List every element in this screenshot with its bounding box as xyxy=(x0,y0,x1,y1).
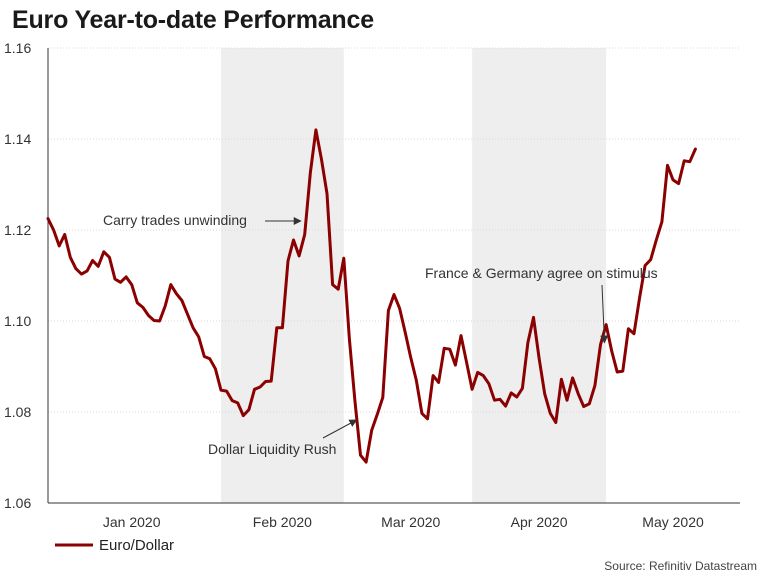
annotation-arrow xyxy=(600,284,609,344)
y-tick-label: 1.08 xyxy=(4,404,31,420)
legend: Euro/Dollar xyxy=(55,537,174,554)
y-tick-label: 1.10 xyxy=(4,313,31,329)
annotation-dollar-liquidity: Dollar Liquidity Rush xyxy=(208,441,336,457)
x-tick-label: Feb 2020 xyxy=(253,514,312,530)
annotation-arrow xyxy=(322,419,358,439)
annotations-layer: Carry trades unwinding Dollar Liquidity R… xyxy=(103,212,658,457)
y-tick-label: 1.06 xyxy=(4,495,31,511)
chart-title: Euro Year-to-date Performance xyxy=(12,6,374,34)
x-tick-label: Apr 2020 xyxy=(511,514,568,530)
annotation-carry-trades: Carry trades unwinding xyxy=(103,212,247,228)
y-tick-label: 1.12 xyxy=(4,222,31,238)
x-tick-label: May 2020 xyxy=(642,514,704,530)
x-tick-label: Mar 2020 xyxy=(381,514,440,530)
shaded-months xyxy=(221,48,607,503)
source-note: Source: Refinitiv Datastream xyxy=(604,559,757,573)
axes xyxy=(47,48,740,504)
shaded-band-0 xyxy=(221,48,344,503)
series-layer xyxy=(46,128,697,464)
x-tick-labels: Jan 2020 Feb 2020 Mar 2020 Apr 2020 May 2020 xyxy=(103,514,704,530)
shaded-band-1 xyxy=(472,48,607,503)
y-tick-label: 1.14 xyxy=(4,131,31,147)
legend-label: Euro/Dollar xyxy=(99,537,174,554)
y-tick-labels: 1.06 1.08 1.10 1.12 1.14 1.16 xyxy=(4,40,31,511)
y-tick-label: 1.16 xyxy=(4,40,31,56)
series-line-euro-dollar xyxy=(46,128,697,464)
x-tick-label: Jan 2020 xyxy=(103,514,161,530)
annotation-france-germany: France & Germany agree on stimulus xyxy=(425,265,658,281)
